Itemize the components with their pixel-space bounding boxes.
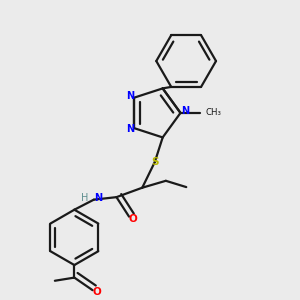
Text: N: N (94, 193, 103, 203)
Text: S: S (151, 157, 159, 167)
Text: N: N (126, 91, 134, 101)
Text: N: N (126, 124, 134, 134)
Text: O: O (93, 287, 102, 297)
Text: H: H (81, 193, 88, 203)
Text: O: O (128, 214, 137, 224)
Text: CH₃: CH₃ (206, 108, 222, 117)
Text: N: N (181, 106, 189, 116)
